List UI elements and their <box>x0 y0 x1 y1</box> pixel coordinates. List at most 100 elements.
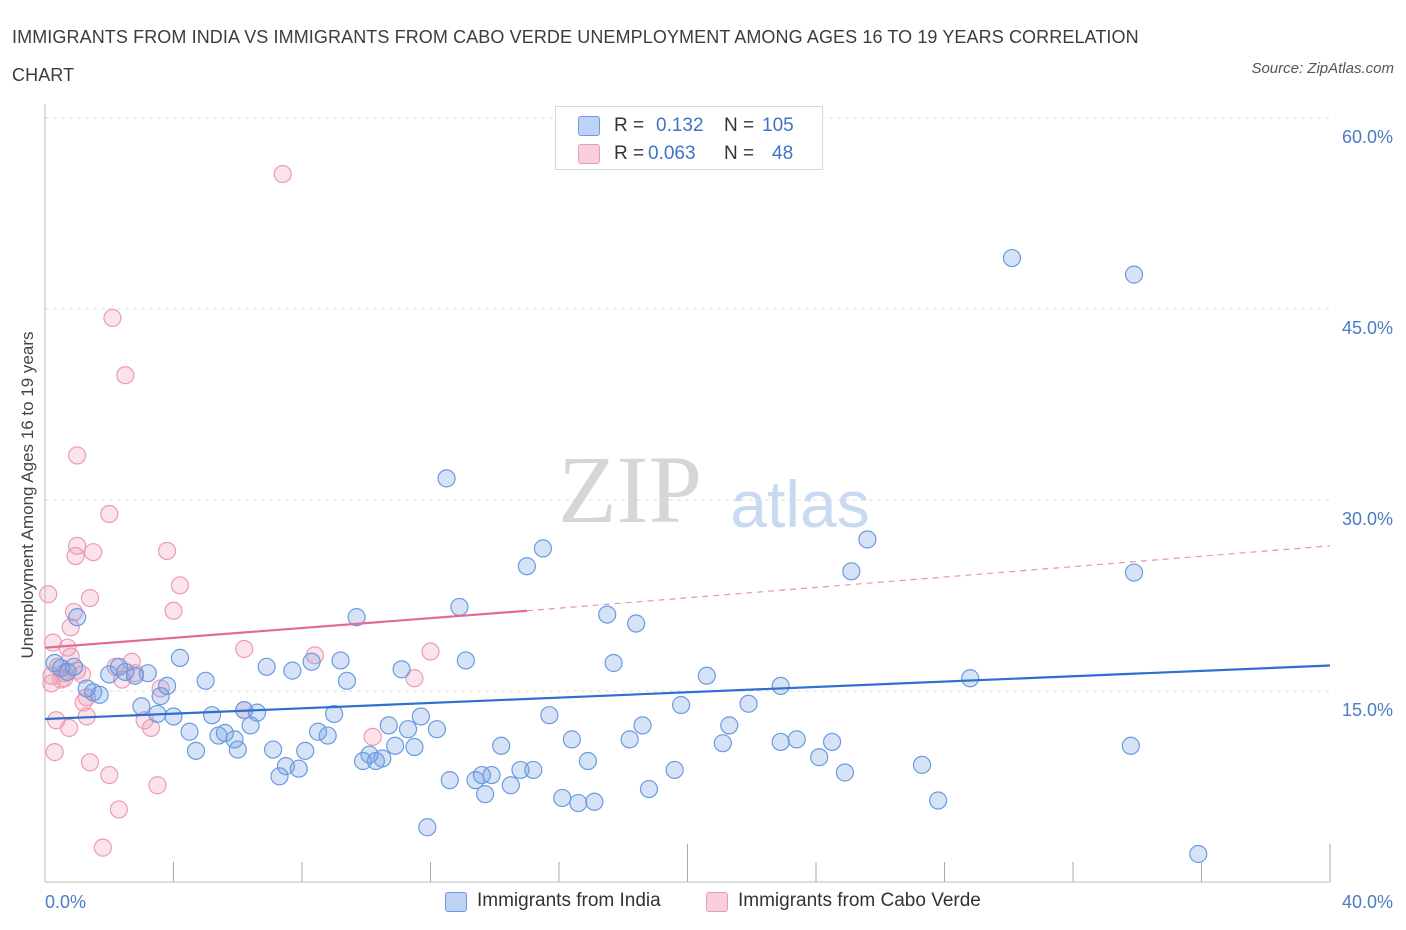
cabo-verde-point <box>39 585 58 604</box>
cabo-verde-point <box>80 588 100 608</box>
india-point <box>562 730 581 749</box>
legend-r-label: R = <box>614 143 645 164</box>
india-point <box>437 469 456 488</box>
india-point <box>858 530 877 549</box>
india-point <box>835 763 855 782</box>
legend-n-value-cabo-verde: 48 <box>772 143 794 164</box>
india-point <box>1124 265 1144 284</box>
cabo-verde-point <box>157 541 177 561</box>
india-point <box>1002 248 1022 268</box>
india-point <box>585 792 604 811</box>
india-point <box>472 765 491 785</box>
india-point <box>64 657 84 676</box>
y-tick-label: 60.0% <box>1342 127 1393 147</box>
india-point <box>697 666 716 685</box>
india-trend-line <box>44 664 1331 721</box>
india-point <box>164 707 183 726</box>
chart-title: IMMIGRANTS FROM INDIA VS IMMIGRANTS FROM… <box>12 27 1139 85</box>
cabo-verde-point <box>93 838 112 857</box>
y-tick-label: 15.0% <box>1342 700 1393 720</box>
india-point <box>331 651 350 670</box>
india-point <box>337 671 357 690</box>
india-point <box>308 722 328 741</box>
india-point <box>671 695 691 715</box>
india-point <box>386 736 405 755</box>
cabo-verde-point <box>100 765 119 785</box>
india-point <box>180 722 199 741</box>
gridlines <box>45 117 1330 692</box>
india-point <box>633 716 652 735</box>
bottom-legend-india-label: Immigrants from India <box>477 890 661 911</box>
india-point <box>263 740 283 759</box>
x-tick-label: 40.0% <box>1342 892 1393 912</box>
india-point <box>228 740 247 759</box>
watermark: ZIP atlas <box>558 436 870 543</box>
india-swatch-icon <box>445 892 467 912</box>
india-point <box>196 671 215 690</box>
india-point <box>524 760 543 780</box>
cabo-verde-point <box>59 718 79 738</box>
india-point <box>492 736 511 755</box>
points-india <box>45 248 1208 864</box>
y-tick-label: 45.0% <box>1342 318 1393 338</box>
india-point <box>912 755 932 774</box>
cabo-verde-point <box>64 602 84 622</box>
india-point <box>302 652 321 671</box>
india-point <box>398 720 418 739</box>
cabo-verde-swatch-icon <box>578 144 600 164</box>
india-point <box>720 716 739 735</box>
legend-r-label: R = <box>614 115 645 136</box>
india-point <box>225 730 244 749</box>
india-point <box>450 597 469 617</box>
legend-r-value-india: 0.132 <box>656 115 704 136</box>
india-point <box>170 648 190 667</box>
cabo-verde-point <box>164 601 183 620</box>
india-point <box>739 694 758 713</box>
cabo-verde-point <box>45 743 64 762</box>
watermark-zip: ZIP <box>558 436 702 543</box>
cabo-verde-point <box>421 642 440 661</box>
india-point <box>392 660 411 679</box>
india-point <box>511 760 530 780</box>
india-point <box>440 771 459 790</box>
y-tick-label: 30.0% <box>1342 509 1393 529</box>
india-swatch-icon <box>578 116 600 136</box>
india-point <box>427 720 447 739</box>
india-point <box>257 657 276 676</box>
cabo-verde-swatch-icon <box>706 892 728 912</box>
cabo-verde-point <box>80 753 100 772</box>
cabo-verde-trend-line <box>44 609 527 649</box>
y-axis-label: Unemployment Among Ages 16 to 19 years <box>18 332 37 659</box>
india-point <box>456 651 475 670</box>
india-point <box>517 557 536 576</box>
india-point <box>665 760 684 780</box>
india-point <box>186 741 206 760</box>
india-point <box>961 669 980 688</box>
india-point <box>296 741 315 760</box>
india-point <box>842 562 861 581</box>
india-point <box>418 818 437 837</box>
watermark-atlas: atlas <box>730 467 869 541</box>
india-point <box>270 767 289 786</box>
india-point <box>157 676 177 696</box>
cabo-verde-point <box>103 308 122 328</box>
india-point <box>215 723 234 743</box>
india-point <box>283 661 302 680</box>
india-point <box>1189 844 1208 864</box>
india-point <box>639 779 659 799</box>
cabo-verde-point <box>100 504 119 524</box>
india-point <box>476 785 495 804</box>
axes <box>44 104 1331 883</box>
india-point <box>604 653 623 673</box>
chart-source: Source: ZipAtlas.com <box>1251 60 1394 77</box>
india-point <box>713 734 732 753</box>
india-point <box>928 791 948 810</box>
india-point <box>810 748 829 767</box>
india-point <box>1124 563 1144 582</box>
india-point <box>533 539 553 558</box>
cabo-verde-point <box>84 543 103 562</box>
india-point <box>247 703 267 722</box>
india-point <box>553 788 572 808</box>
india-point <box>202 706 222 725</box>
